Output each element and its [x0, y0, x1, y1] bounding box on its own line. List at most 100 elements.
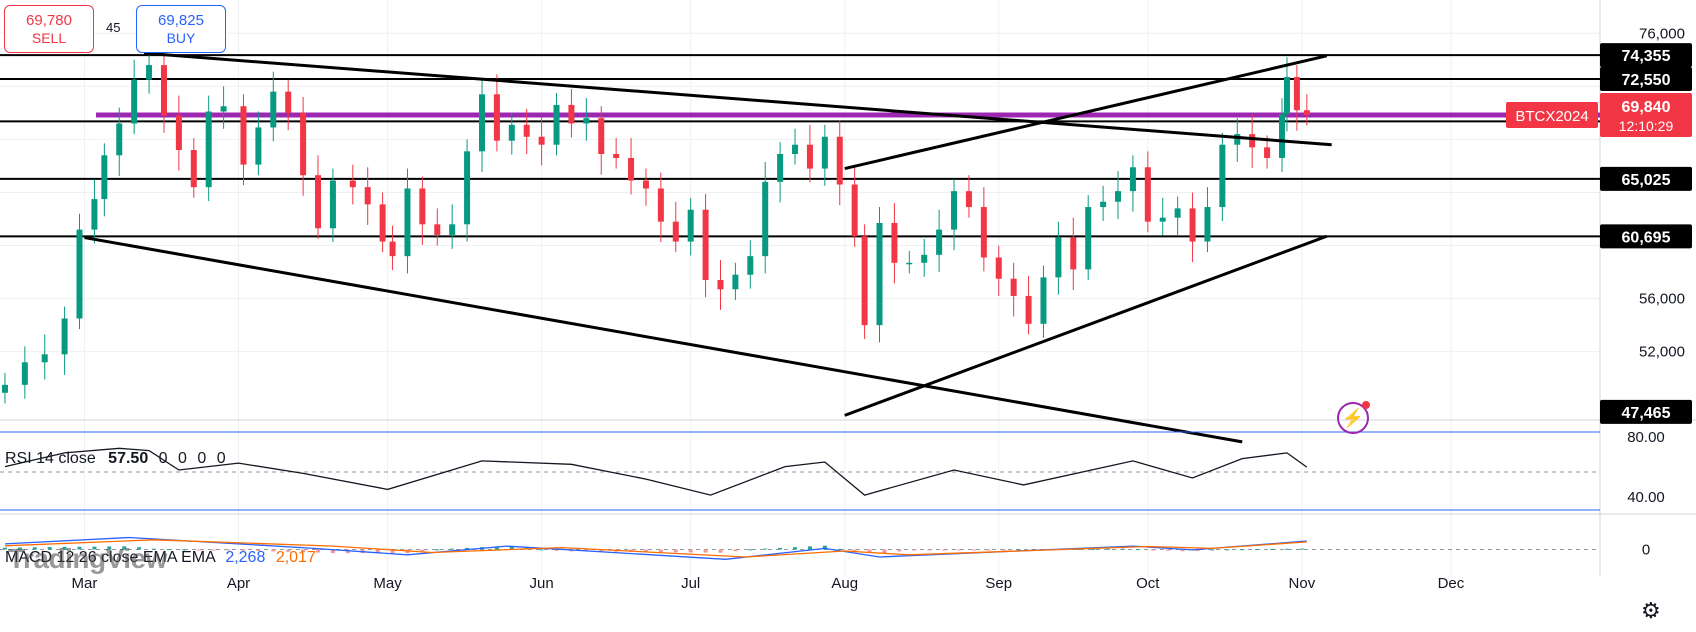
- candle-body: [851, 184, 858, 237]
- level-price-tag: [1600, 67, 1692, 92]
- last-price-text: 69,840: [1622, 99, 1671, 116]
- candle-body: [1144, 167, 1151, 222]
- macd-histogram-bar: [107, 546, 112, 550]
- macd-histogram-bar: [554, 549, 559, 551]
- candle-body: [1100, 201, 1107, 208]
- candle-body: [190, 150, 197, 188]
- x-tick-label: Apr: [227, 575, 250, 592]
- buy-button[interactable]: 69,825 BUY: [136, 5, 226, 53]
- candle-body: [965, 191, 972, 208]
- macd-histogram-bar: [17, 547, 22, 550]
- macd-histogram-bar: [986, 549, 991, 551]
- candle-body: [598, 118, 605, 154]
- macd-histogram-bar: [435, 549, 440, 551]
- macd-axis-label: 0: [1642, 542, 1650, 559]
- macd-histogram-bar: [181, 549, 186, 551]
- sell-label: SELL: [31, 30, 67, 46]
- macd-histogram-bar: [1210, 549, 1215, 551]
- candle-body: [404, 188, 411, 257]
- level-price-tag-text: 47,465: [1622, 405, 1671, 422]
- candle-body: [379, 204, 386, 242]
- macd-legend-label: MACD 12 26 close EMA EMA: [5, 549, 215, 566]
- y-tick-label: 52,000: [1639, 344, 1685, 361]
- macd-histogram-bar: [1270, 548, 1275, 550]
- candle-body: [364, 187, 371, 205]
- macd-histogram-bar: [1255, 549, 1260, 551]
- macd-histogram-bar: [807, 546, 812, 550]
- macd-pane: [0, 536, 1600, 560]
- macd-histogram-bar: [793, 547, 798, 550]
- trendlines: [84, 51, 1332, 444]
- candle-body: [747, 256, 754, 275]
- candle-body: [1115, 191, 1122, 202]
- macd-histogram-bar: [316, 549, 321, 553]
- candle-body: [175, 115, 182, 151]
- candle-body: [1249, 134, 1256, 148]
- spread-value: 45: [106, 20, 121, 35]
- candle-body: [285, 91, 292, 113]
- rsi-extra-value: 0: [178, 450, 187, 467]
- rsi-axis-label: 40.00: [1627, 489, 1665, 506]
- candle-body: [628, 157, 635, 181]
- candle-body: [478, 94, 485, 152]
- candle-body: [792, 144, 799, 154]
- candle-body: [131, 79, 138, 124]
- macd-value: 2,268: [225, 549, 266, 566]
- macd-histogram-bar: [1165, 549, 1170, 551]
- macd-histogram-bar: [658, 549, 663, 553]
- candle-body: [464, 151, 471, 225]
- macd-histogram-bar: [643, 549, 648, 553]
- macd-histogram-bar: [494, 546, 499, 550]
- macd-legend[interactable]: MACD 12 26 close EMA EMA 2,268 2,017: [5, 549, 316, 567]
- candle-body: [220, 106, 227, 112]
- rsi-pane: [0, 431, 1600, 511]
- candle-body: [493, 94, 500, 141]
- candle-body: [76, 229, 83, 319]
- macd-histogram-bar: [822, 545, 827, 550]
- macd-histogram-bar: [47, 547, 52, 550]
- macd-histogram-bar: [1001, 549, 1006, 551]
- x-tick-label: May: [373, 575, 402, 592]
- macd-histogram-bar: [912, 549, 917, 551]
- macd-histogram-bar: [1299, 548, 1304, 550]
- candle-body: [613, 153, 620, 158]
- macd-histogram-bar: [867, 549, 872, 553]
- buy-label: BUY: [166, 30, 196, 46]
- candle-body: [160, 65, 167, 116]
- macd-histogram-bar: [673, 549, 678, 553]
- candle-body: [349, 180, 356, 188]
- lightning-icon[interactable]: ⚡: [1337, 401, 1370, 434]
- macd-histogram-bar: [92, 546, 97, 550]
- buy-price: 69,825: [158, 12, 204, 29]
- candle-body: [329, 180, 336, 229]
- macd-histogram-bar: [733, 549, 738, 552]
- y-tick-label: 76,000: [1639, 25, 1685, 42]
- level-price-tag-text: 65,025: [1622, 172, 1671, 189]
- level-price-tag: [1600, 43, 1692, 68]
- last-price-tag: [1600, 92, 1692, 137]
- macd-histogram-bar: [927, 549, 932, 551]
- macd-histogram-bar: [778, 547, 783, 550]
- candle-body: [702, 209, 709, 281]
- macd-histogram-bar: [122, 546, 127, 550]
- candle-body: [1129, 167, 1136, 192]
- macd-histogram-bar: [1284, 548, 1289, 550]
- macd-histogram-bar: [703, 549, 708, 553]
- macd-histogram-bar: [882, 549, 887, 553]
- sell-button[interactable]: 69,780 SELL: [4, 5, 94, 53]
- candle-body: [1025, 295, 1032, 324]
- candle-body: [205, 111, 212, 188]
- symbol-tag-text: BTCX2024: [1515, 108, 1588, 125]
- candle-body: [732, 274, 739, 290]
- trendline: [84, 236, 1243, 444]
- gear-icon[interactable]: ⚙: [1641, 598, 1661, 623]
- symbol-tag: [1506, 101, 1598, 128]
- rsi-legend[interactable]: RSI 14 close 57.50 0 0 0 0: [5, 450, 226, 468]
- macd-histogram-bar: [420, 549, 425, 552]
- level-price-tag: [1600, 166, 1692, 191]
- candle-body: [821, 136, 828, 169]
- candle-body: [1159, 217, 1166, 222]
- y-tick-label: 56,000: [1639, 291, 1685, 308]
- macd-histogram-bar: [1150, 549, 1155, 551]
